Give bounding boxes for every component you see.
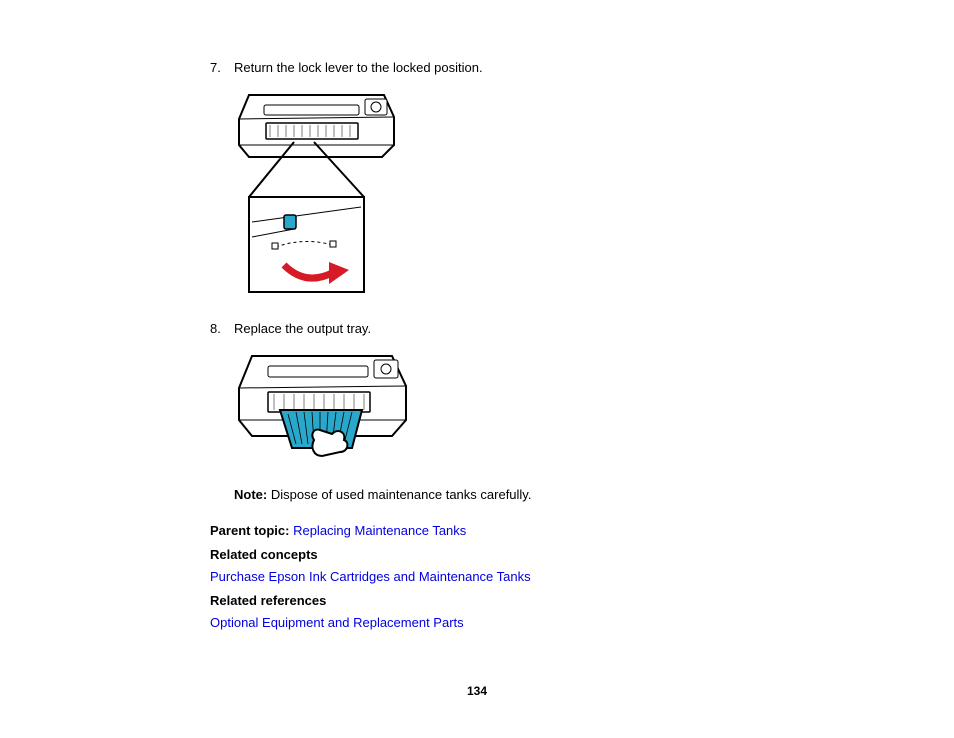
page-content: 7. Return the lock lever to the locked p… [210, 60, 770, 634]
printer-tray-illustration [234, 348, 414, 463]
note: Note: Dispose of used maintenance tanks … [234, 487, 770, 502]
figure-lock-lever [234, 87, 770, 297]
step-text: Replace the output tray. [234, 321, 770, 336]
related-references-label: Related references [210, 590, 770, 612]
step-number: 7. [210, 60, 234, 75]
step-7: 7. Return the lock lever to the locked p… [210, 60, 770, 75]
meta-links: Parent topic: Replacing Maintenance Tank… [210, 520, 770, 634]
step-8: 8. Replace the output tray. [210, 321, 770, 336]
parent-topic-link[interactable]: Replacing Maintenance Tanks [293, 523, 466, 538]
printer-lever-illustration [234, 87, 404, 297]
parent-topic-label: Parent topic: [210, 523, 293, 538]
related-references-link[interactable]: Optional Equipment and Replacement Parts [210, 612, 770, 634]
note-text: Dispose of used maintenance tanks carefu… [267, 487, 531, 502]
related-concepts-link[interactable]: Purchase Epson Ink Cartridges and Mainte… [210, 566, 770, 588]
related-concepts-label: Related concepts [210, 544, 770, 566]
page-number: 134 [0, 684, 954, 698]
parent-topic-row: Parent topic: Replacing Maintenance Tank… [210, 520, 770, 542]
related-concepts-row: Related concepts Purchase Epson Ink Cart… [210, 544, 770, 588]
step-number: 8. [210, 321, 234, 336]
figure-output-tray [234, 348, 770, 463]
related-references-row: Related references Optional Equipment an… [210, 590, 770, 634]
note-label: Note: [234, 487, 267, 502]
step-text: Return the lock lever to the locked posi… [234, 60, 770, 75]
